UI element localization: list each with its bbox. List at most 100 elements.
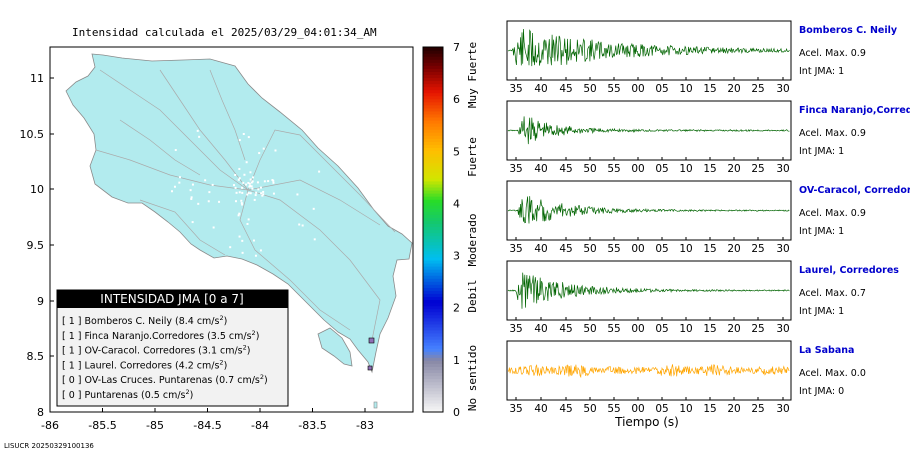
station-name: OV-Caracol, Corredores [799,185,910,196]
map-title: Intensidad calculada el 2025/03/29_04:01… [72,26,377,39]
map-y-tick-label: 8 [37,406,44,419]
station-name: Laurel, Corredores [799,265,899,276]
waveform-tick-label: 15 [703,243,716,255]
colorbar-tick-label: 3 [453,250,460,263]
waveform-tick-label: 10 [679,403,692,415]
waveform-tick-label: 00 [631,83,644,95]
waveform-tick-label: 50 [583,403,596,415]
waveform-tick-label: 45 [559,403,572,415]
waveform-panel: 35 40 45 50 55 00 05 10 15 20 25 30 Bomberos C. Neil… [506,20,898,95]
station-accel: Acel. Max. 0.7 [799,288,866,299]
map-x-tick-label: -86 [41,419,59,432]
waveform-tick-label: 20 [727,403,740,415]
station-accel: Acel. Max. 0.9 [799,128,866,139]
waveform-tick-label: 40 [534,83,547,95]
station-marker [368,337,375,344]
colorbar-category: Muy Fuerte [466,42,479,108]
waveform-tick-label: 10 [679,243,692,255]
waveform-tick-label: 00 [631,163,644,175]
waveform-tick-label: 50 [583,243,596,255]
colorbar-category: No sentido [466,345,479,411]
waveform-tick-label: 25 [751,83,764,95]
waveform-tick-label: 10 [679,83,692,95]
waveform-trace [507,116,790,145]
waveform-tick-label: 20 [727,83,740,95]
station-jma: Int JMA: 1 [799,306,844,317]
legend-item: [ 1 ] Bomberos C. Neily (8.4 cm/s2) [62,314,227,327]
waveform-tick-label: 15 [703,403,716,415]
footer-id: LISUCR 20250329100136 [4,442,94,450]
intensity-colorbar: 7 6 5 4 3 2 1 0 Muy Fuerte Fuerte Moderado Debil No … [422,41,479,419]
time-axis-label: Tiempo (s) [614,415,679,429]
waveform-tick-label: 15 [703,83,716,95]
intensity-legend: INTENSIDAD JMA [0 a 7] [ 1 ] Bomberos C.… [56,289,289,407]
waveform-tick-label: 00 [631,403,644,415]
waveform-tick-label: 45 [559,83,572,95]
waveform-trace [507,364,790,379]
waveform-tick-label: 45 [559,323,572,335]
waveform-tick-label: 30 [776,403,789,415]
waveform-tick-label: 25 [751,163,764,175]
station-accel: Acel. Max. 0.9 [799,208,866,219]
station-name: Finca Naranjo,Corredores [799,105,910,116]
map-y-tick-label: 8.5 [27,350,45,363]
waveform-tick-label: 05 [655,163,668,175]
station-name: Bomberos C. Neily [799,25,898,36]
waveform-tick-label: 25 [751,323,764,335]
station-jma: Int JMA: 1 [799,226,844,237]
station-accel: Acel. Max. 0.9 [799,48,866,59]
waveform-tick-label: 05 [655,323,668,335]
colorbar-tick-label: 0 [453,406,460,419]
map-y-tick-label: 9.5 [27,239,45,252]
waveform-panel: 35 40 45 50 55 00 05 10 15 20 25 30 La Sabana Acel. M… [506,340,866,415]
colorbar-tick-label: 7 [453,41,460,54]
waveform-tick-label: 10 [679,163,692,175]
waveform-tick-label: 45 [559,243,572,255]
waveform-tick-label: 50 [583,163,596,175]
waveform-tick-label: 40 [534,323,547,335]
map-y-tick-label: 11 [30,72,44,85]
waveform-tick-label: 35 [509,323,522,335]
waveform-panel: 35 40 45 50 55 00 05 10 15 20 25 30 OV-Caracol, Corr… [506,180,910,255]
waveform-panel: 35 40 45 50 55 00 05 10 15 20 25 30 Laurel, Corredor… [506,260,899,335]
legend-item: [ 0 ] Puntarenas (0.5 cm/s2) [62,388,193,401]
waveform-tick-label: 10 [679,323,692,335]
waveform-tick-label: 30 [776,243,789,255]
map-x-tick-label: -83.5 [298,419,326,432]
colorbar-tick-label: 4 [453,197,460,210]
waveform-tick-label: 05 [655,403,668,415]
waveform-trace [507,272,790,309]
colorbar-category: Debil [466,279,479,312]
map-y-tick-label: 10.5 [20,128,45,141]
waveform-panels: 35 40 45 50 55 00 05 10 15 20 25 30 Bomberos C. Neil… [506,20,910,415]
waveform-tick-label: 55 [607,83,620,95]
colorbar-category: Moderado [466,214,479,267]
waveform-tick-label: 20 [727,243,740,255]
map-x-tick-label: -85.5 [88,419,116,432]
waveform-tick-label: 35 [509,403,522,415]
legend-item: [ 1 ] OV-Caracol. Corredores (3.1 cm/s2) [62,344,251,357]
station-jma: Int JMA: 1 [799,66,844,77]
waveform-tick-label: 55 [607,243,620,255]
waveform-tick-label: 40 [534,403,547,415]
station-name: La Sabana [799,345,854,356]
waveform-tick-label: 40 [534,243,547,255]
waveform-tick-label: 20 [727,323,740,335]
legend-item: [ 1 ] Laurel. Corredores (4.2 cm/s2) [62,358,227,371]
map-y-tick-label: 10 [30,183,44,196]
colorbar-category: Fuerte [466,137,479,177]
map-x-tick-label: -83 [356,419,374,432]
waveform-panel: 35 40 45 50 55 00 05 10 15 20 25 30 Finca Naranjo,Co… [506,100,910,175]
waveform-tick-label: 25 [751,403,764,415]
waveform-tick-label: 15 [703,163,716,175]
waveform-tick-label: 35 [509,243,522,255]
waveform-trace [507,196,790,224]
waveform-tick-label: 35 [509,163,522,175]
waveform-tick-label: 15 [703,323,716,335]
colorbar-tick-label: 2 [453,302,460,315]
waveform-tick-label: 20 [727,163,740,175]
waveform-tick-label: 05 [655,83,668,95]
legend-item: [ 1 ] Finca Naranjo.Corredores (3.5 cm/s… [62,329,259,342]
waveform-tick-label: 40 [534,163,547,175]
map-land [65,53,413,409]
